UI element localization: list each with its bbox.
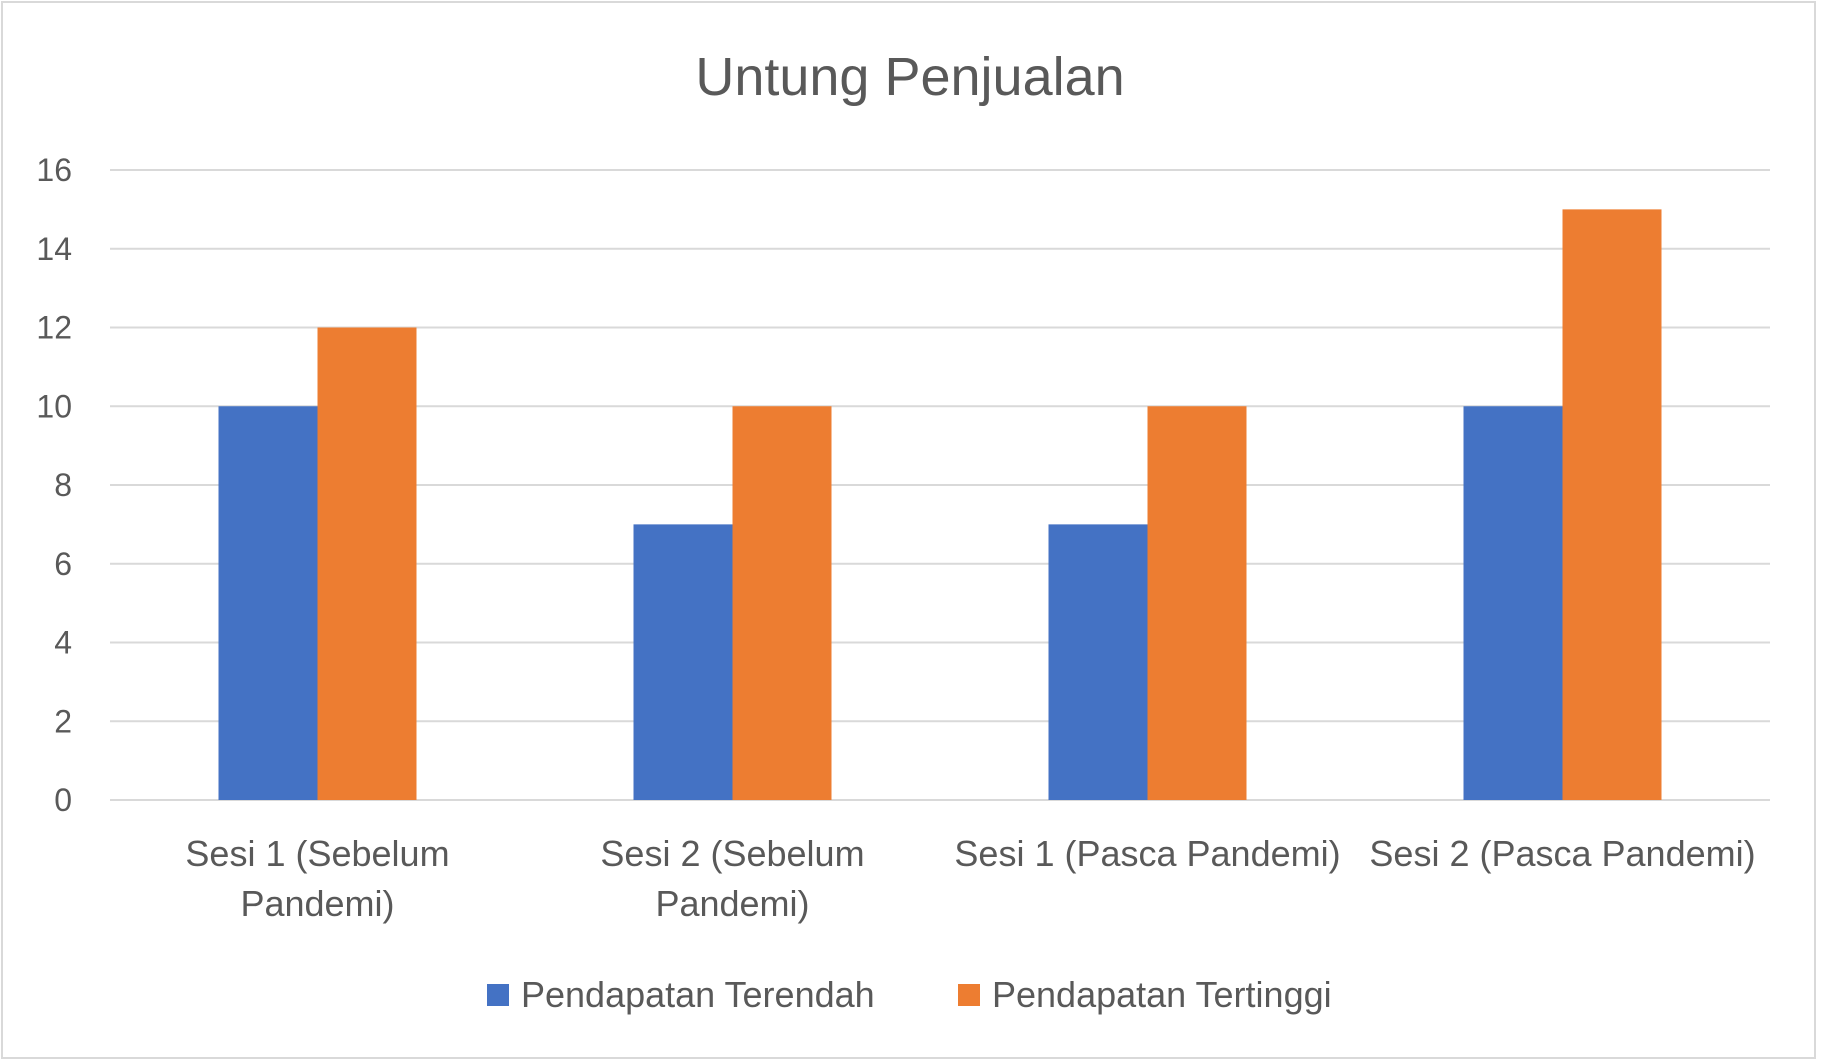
x-category-label: Sesi 1 (Pasca Pandemi) bbox=[954, 833, 1340, 874]
bar-terendah bbox=[218, 406, 318, 800]
bar-terendah bbox=[1463, 406, 1563, 800]
x-axis: Sesi 1 (Sebelum Pandemi) Sesi 2 (Sebelum Pa… bbox=[185, 833, 1755, 924]
y-tick-label: 10 bbox=[36, 388, 72, 424]
bars bbox=[218, 209, 1662, 800]
legend-swatch bbox=[487, 984, 509, 1006]
x-category-label: Pandemi) bbox=[240, 883, 394, 924]
legend-swatch bbox=[958, 984, 980, 1006]
y-axis-ticks: 0 2 4 6 8 10 12 14 16 bbox=[36, 152, 72, 818]
y-tick-label: 0 bbox=[54, 782, 72, 818]
y-tick-label: 16 bbox=[36, 152, 72, 188]
x-category-label: Sesi 1 (Sebelum bbox=[185, 833, 449, 874]
y-tick-label: 8 bbox=[54, 467, 72, 503]
legend: Pendapatan Terendah Pendapatan Tertinggi bbox=[487, 974, 1332, 1015]
bar-terendah bbox=[633, 524, 733, 800]
bar-terendah bbox=[1048, 524, 1148, 800]
bar-tertinggi bbox=[732, 406, 832, 800]
x-category-label: Sesi 2 (Sebelum bbox=[600, 833, 864, 874]
legend-label: Pendapatan Terendah bbox=[521, 974, 875, 1015]
y-tick-label: 4 bbox=[54, 625, 72, 661]
y-tick-label: 12 bbox=[36, 310, 72, 346]
y-tick-label: 6 bbox=[54, 546, 72, 582]
bar-tertinggi bbox=[1562, 209, 1662, 800]
bar-tertinggi bbox=[1147, 406, 1247, 800]
x-category-label: Pandemi) bbox=[655, 883, 809, 924]
x-category-label: Sesi 2 (Pasca Pandemi) bbox=[1369, 833, 1755, 874]
legend-label: Pendapatan Tertinggi bbox=[992, 974, 1332, 1015]
bar-tertinggi bbox=[317, 327, 417, 800]
chart-title: Untung Penjualan bbox=[695, 47, 1124, 107]
y-tick-label: 2 bbox=[54, 703, 72, 739]
y-tick-label: 14 bbox=[36, 231, 72, 267]
